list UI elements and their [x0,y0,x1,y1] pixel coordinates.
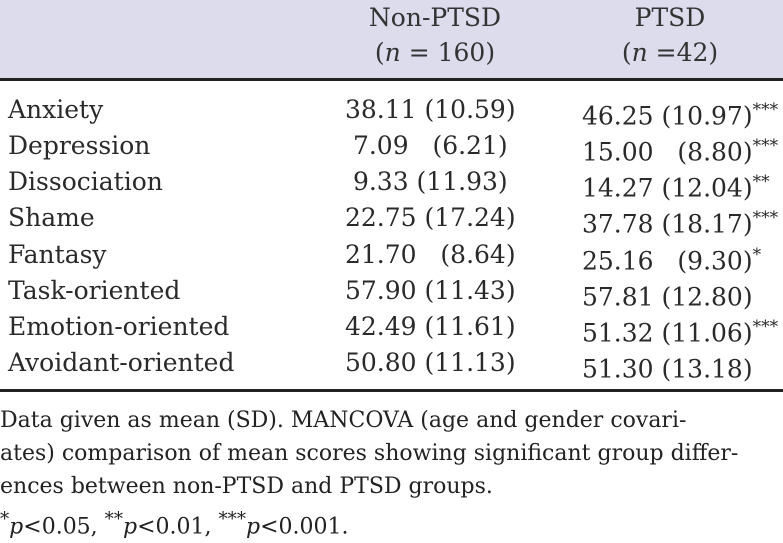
non-ptsd-value: 57.90 (11.43) [345,276,516,305]
row-label: Fantasy [8,240,107,269]
non-ptsd-value: 9.33 (11.93) [345,167,508,196]
footnote-line: ates) comparison of mean scores showing … [0,441,739,466]
table-header: Non-PTSD (n = 160) PTSD (n =42) [0,0,783,78]
ptsd-value: 15.00 (8.80)*** [582,136,779,167]
table-row: Emotion-oriented 42.49 (11.61) 51.32 (11… [0,309,783,347]
non-ptsd-value: 50.80 (11.13) [345,348,516,377]
table-row: Dissociation 9.33 (11.93) 14.27 (12.04)*… [0,164,783,202]
table-row: Depression 7.09 (6.21) 15.00 (8.80)*** [0,128,783,166]
ptsd-value: 57.81 (12.80) [582,282,753,312]
header-rule [0,78,783,81]
sig-marker: *** [752,317,779,337]
col-title-ptsd: PTSD [634,3,706,32]
non-ptsd-value: 42.49 (11.61) [345,312,516,341]
col-n-non-ptsd: (n = 160) [374,38,496,67]
row-label: Depression [8,131,151,160]
table-row: Avoidant-oriented 50.80 (11.13) 51.30 (1… [0,345,783,383]
table-footnote: Data given as mean (SD). MANCOVA (age an… [0,404,783,543]
row-label: Dissociation [8,167,163,196]
ptsd-value: 46.25 (10.97)*** [582,100,779,131]
ptsd-value: 51.30 (13.18) [582,354,753,384]
non-ptsd-value: 7.09 (6.21) [345,131,508,160]
significance-legend: *p<0.05, **p<0.01, ***p<0.001. [0,509,349,540]
table-row: Task-oriented 57.90 (11.43) 57.81 (12.80… [0,273,783,311]
row-label: Anxiety [8,95,104,124]
row-label: Task-oriented [8,276,181,305]
row-label: Shame [8,203,95,232]
ptsd-value: 51.32 (11.06)*** [582,317,779,348]
sig-marker: *** [752,208,779,228]
footnote-line: Data given as mean (SD). MANCOVA (age an… [0,408,687,433]
table-row: Fantasy 21.70 (8.64) 25.16 (9.30)* [0,237,783,275]
footnote-line: ences between non-PTSD and PTSD groups. [0,474,493,499]
non-ptsd-value: 21.70 (8.64) [345,240,516,269]
table-row: Shame 22.75 (17.24) 37.78 (18.17)*** [0,200,783,238]
table-bottom-rule [0,389,783,392]
row-label: Emotion-oriented [8,312,230,341]
sig-marker: *** [752,136,779,156]
col-header-ptsd: PTSD (n =42) [570,0,770,70]
sig-marker: ** [752,172,770,192]
row-label: Avoidant-oriented [8,348,235,377]
col-title-non-ptsd: Non-PTSD [368,3,502,32]
ptsd-value: 14.27 (12.04)** [582,172,770,203]
non-ptsd-value: 22.75 (17.24) [345,203,516,232]
sig-marker: *** [752,100,779,120]
table-row: Anxiety 38.11 (10.59) 46.25 (10.97)*** [0,92,783,130]
col-header-non-ptsd: Non-PTSD (n = 160) [330,0,540,70]
ptsd-value: 25.16 (9.30)* [582,245,762,276]
non-ptsd-value: 38.11 (10.59) [345,95,516,124]
sig-marker: * [752,245,762,265]
col-n-ptsd: (n =42) [621,38,719,67]
ptsd-value: 37.78 (18.17)*** [582,208,779,239]
